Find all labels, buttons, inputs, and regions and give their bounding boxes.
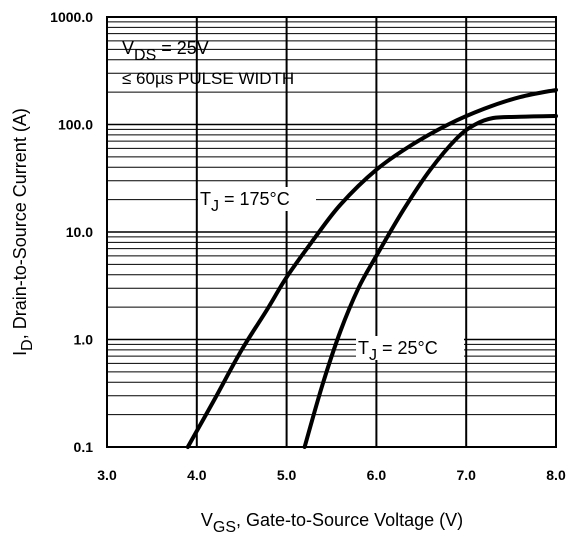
x-tick-label: 8.0	[546, 467, 566, 483]
curve-tj-175c	[185, 87, 558, 449]
x-tick-label: 7.0	[456, 467, 476, 483]
series-label-tj-25: TJ = 25°C	[356, 336, 464, 364]
grid-lines	[107, 17, 556, 447]
svg-text:TJ = 25°C: TJ = 25°C	[358, 338, 438, 364]
x-axis-title: VGS, Gate-to-Source Voltage (V)	[201, 510, 463, 536]
curve-tj-25c	[302, 114, 558, 449]
plot-frame	[106, 16, 557, 448]
y-tick-label: 100.0	[58, 117, 93, 133]
pulse-width-annotation: ≤ 60µs PULSE WIDTH	[122, 69, 294, 88]
svg-text:TJ = 175°C: TJ = 175°C	[200, 189, 290, 215]
y-tick-label: 10.0	[66, 224, 93, 240]
vds-annotation: VDS = 25V	[122, 38, 209, 64]
x-tick-label: 5.0	[277, 467, 297, 483]
y-axis-title: ID, Drain-to-Source Current (A)	[10, 108, 36, 356]
y-tick-label: 0.1	[74, 439, 94, 455]
series-curves	[185, 87, 558, 449]
x-tick-label: 6.0	[367, 467, 387, 483]
x-tick-label: 4.0	[187, 467, 207, 483]
x-tick-label: 3.0	[97, 467, 117, 483]
y-tick-label: 1.0	[74, 332, 94, 348]
series-label-tj-175: TJ = 175°C	[198, 187, 316, 215]
tick-labels: 3.0 4.0 5.0 6.0 7.0 8.0 0.1 1.0 10.0 100.0 1000.0	[50, 9, 566, 483]
y-tick-label: 1000.0	[50, 9, 93, 25]
